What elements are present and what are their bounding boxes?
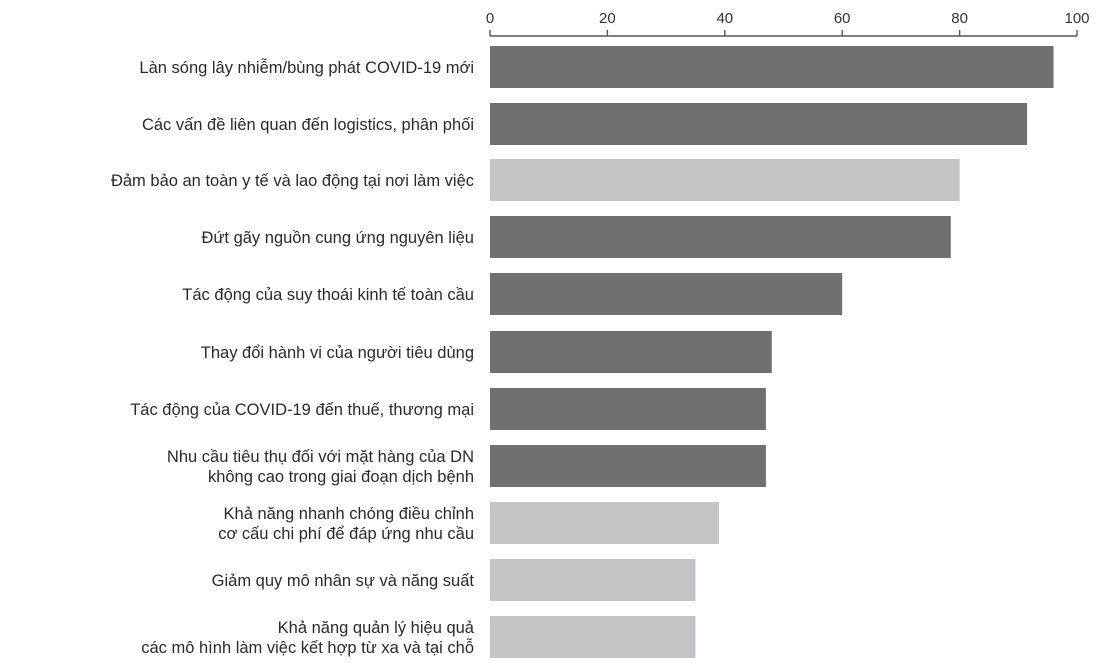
x-tick-label: 0 [486, 10, 494, 27]
bar [490, 616, 696, 658]
x-tick-label: 20 [599, 10, 616, 27]
category-label: Các vấn đề liên quan đến logistics, phân… [142, 116, 474, 134]
bar [490, 388, 766, 430]
x-tick-label: 40 [716, 10, 733, 27]
x-tick-label: 80 [951, 10, 968, 27]
bar [490, 273, 843, 315]
category-label: cơ cấu chi phí để đáp ứng nhu cầu [218, 525, 474, 543]
category-label: các mô hình làm việc kết hợp từ xa và tạ… [141, 638, 474, 657]
category-label: Giảm quy mô nhân sự và năng suất [212, 572, 475, 590]
category-label: Khả năng quản lý hiệu quả [278, 619, 475, 637]
bar [490, 103, 1028, 145]
category-label: Đứt gãy nguồn cung ứng nguyên liệu [201, 229, 474, 247]
x-axis: 0 20 40 60 80 100 [486, 10, 1090, 37]
bar [490, 216, 951, 258]
x-tick-label: 100 [1064, 10, 1089, 27]
category-label: Nhu cầu tiêu thụ đối với mặt hàng của DN [167, 448, 474, 466]
bar [490, 46, 1054, 88]
category-label: Tác động của COVID-19 đến thuế, thương m… [130, 401, 474, 419]
bars [490, 46, 1054, 658]
bar [490, 159, 960, 201]
category-label: Thay đổi hành vi của người tiêu dùng [201, 344, 474, 362]
category-label: Tác động của suy thoái kinh tế toàn cầu [182, 286, 474, 304]
category-label: Khả năng nhanh chóng điều chỉnh [224, 505, 474, 523]
x-tick-label: 60 [834, 10, 851, 27]
bar [490, 559, 696, 601]
category-labels: Làn sóng lây nhiễm/bùng phát COVID-19 mớ… [111, 58, 475, 657]
category-label: không cao trong giai đoạn dịch bệnh [208, 468, 474, 486]
category-label: Làn sóng lây nhiễm/bùng phát COVID-19 mớ… [139, 58, 474, 77]
bar [490, 502, 719, 544]
bar [490, 331, 772, 373]
bar [490, 445, 766, 487]
category-label: Đảm bảo an toàn y tế và lao động tại nơi… [111, 172, 474, 190]
